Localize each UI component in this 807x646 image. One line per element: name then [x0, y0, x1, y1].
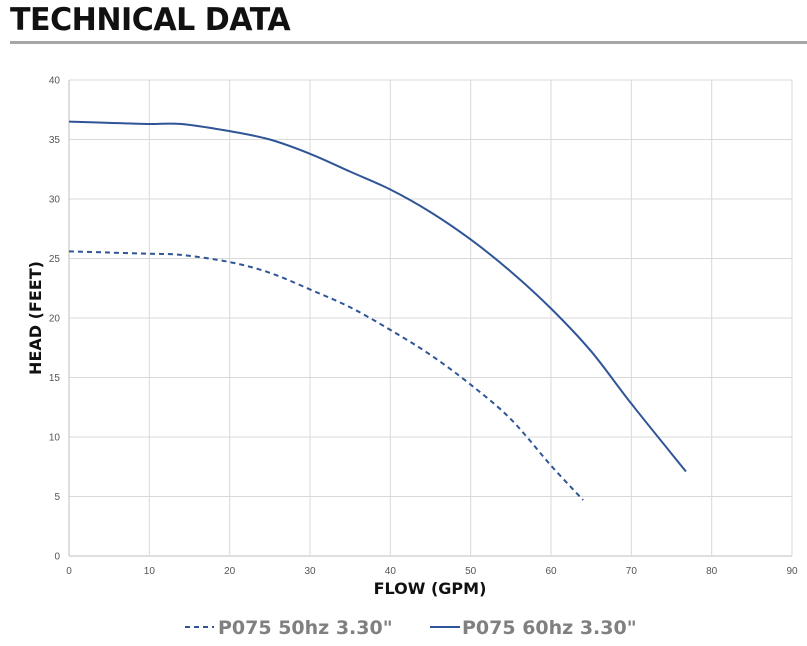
grid — [68, 79, 793, 557]
legend-label: P075 60hz 3.30" — [462, 617, 637, 639]
x-tick-label: 20 — [224, 566, 236, 577]
series-line-50hz — [68, 250, 584, 501]
series-line-60hz — [68, 120, 687, 473]
y-tick-label: 5 — [54, 492, 60, 503]
axes: 0 5 10 15 20 25 30 35 40 0 10 20 30 40 50 60 70 80 90 — [49, 76, 798, 578]
legend-label: P075 50hz 3.30" — [218, 617, 393, 639]
x-tick-label: 40 — [385, 566, 397, 577]
y-tick-label: 20 — [49, 314, 61, 325]
y-tick-label: 25 — [49, 254, 61, 265]
series-lines — [68, 120, 687, 501]
legend: P075 50hz 3.30" P075 60hz 3.30" — [185, 617, 637, 639]
y-axis-title: HEAD (FEET) — [26, 261, 45, 375]
y-tick-label: 40 — [49, 76, 61, 87]
x-tick-label: 0 — [66, 566, 72, 577]
x-tick-label: 30 — [304, 566, 316, 577]
y-tick-label: 15 — [49, 373, 61, 384]
y-tick-label: 10 — [49, 433, 61, 444]
x-tick-label: 80 — [706, 566, 718, 577]
x-tick-label: 50 — [465, 566, 477, 577]
x-tick-label: 90 — [786, 566, 798, 577]
page-title: TECHNICAL DATA — [10, 2, 291, 38]
x-tick-label: 70 — [626, 566, 638, 577]
y-tick-label: 30 — [49, 195, 61, 206]
title-divider — [10, 41, 807, 44]
x-tick-label: 60 — [545, 566, 557, 577]
y-tick-label: 0 — [54, 552, 60, 563]
x-axis-title: FLOW (GPM) — [374, 579, 487, 598]
x-tick-label: 10 — [144, 566, 156, 577]
y-tick-label: 35 — [49, 135, 61, 146]
